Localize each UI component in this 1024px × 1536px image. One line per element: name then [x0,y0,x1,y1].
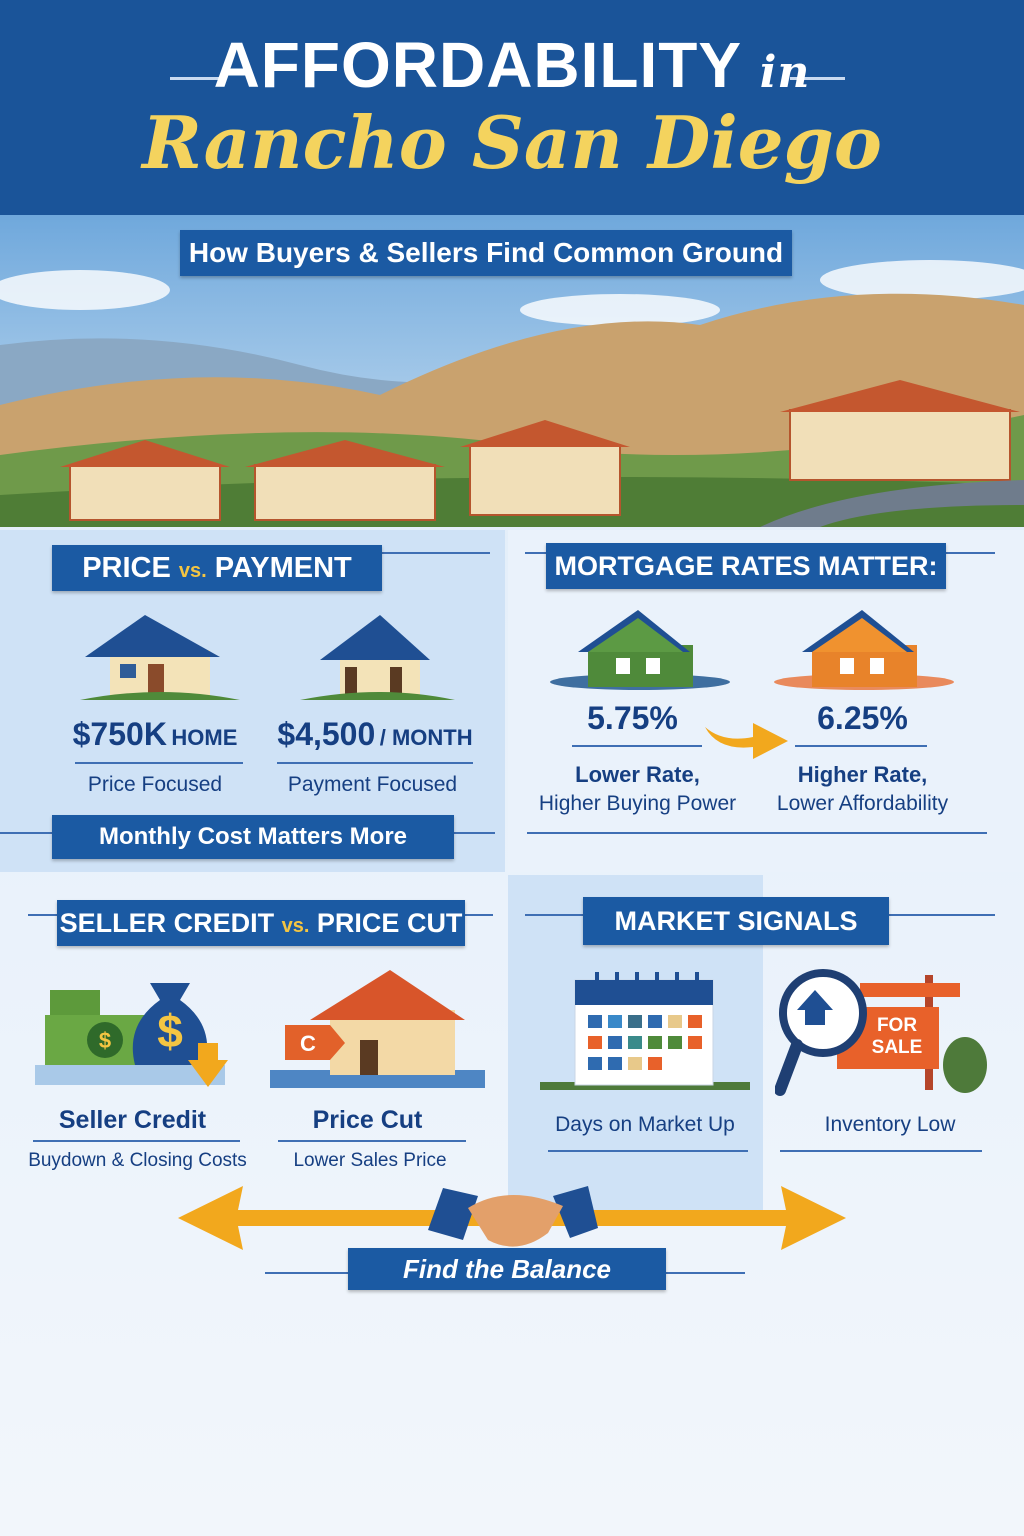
arrow-right-icon [705,723,788,759]
higher-rate-sub: Lower Affordability [776,792,949,815]
section-title: SELLER CREDIT vs. PRICE CUT [57,900,465,946]
calendar-icon [540,972,750,1090]
divider [33,1140,240,1142]
svg-text:$: $ [99,1028,111,1053]
seller-credit-sub: Buydown & Closing Costs [28,1150,247,1171]
lower-rate-label: Lower Rate, [575,762,700,787]
landscape-illustration [0,215,1024,527]
divider [527,832,987,834]
money-bag-icon: $ $ [35,983,228,1087]
price-focused-label: Price Focused [87,773,223,796]
svg-text:$: $ [157,1005,183,1057]
section-title: PRICE vs. PAYMENT [52,545,382,591]
lower-rate-sub: Higher Buying Power [538,792,737,815]
house-icon [300,615,455,700]
lower-rate-value: 5.75% [587,700,678,736]
svg-text:C: C [300,1031,316,1056]
price-cut-label: Price Cut [312,1106,423,1134]
header [0,0,1024,220]
orange-house-icon [774,610,954,690]
inventory-label: Inventory Low [824,1113,956,1136]
page-title: AFFORDABILITY in [213,29,811,101]
section-title: MORTGAGE RATES MATTER: [546,543,946,589]
green-house-icon [550,610,730,690]
divider [780,1150,982,1152]
higher-rate-value: 6.25% [817,700,908,736]
section-title: MARKET SIGNALS [583,897,889,945]
days-on-market-label: Days on Market Up [555,1113,735,1136]
balance-arrows-handshake-icon [178,1186,846,1250]
divider [278,1140,466,1142]
divider [277,762,473,764]
for-sale-sign-text: FOR SALE [871,1015,923,1058]
price-cut-house-icon: C [270,970,485,1088]
monthly-cost-banner: Monthly Cost Matters More [52,815,454,859]
house-icon [80,615,240,700]
price-value: $750K HOME [72,716,238,752]
divider [572,745,702,747]
price-cut-sub: Lower Sales Price [293,1150,447,1171]
magnifier-for-sale-icon [775,969,987,1096]
seller-credit-label: Seller Credit [58,1106,207,1134]
subtitle-banner: How Buyers & Sellers Find Common Ground [180,230,792,276]
divider [795,745,927,747]
higher-rate-label: Higher Rate, [797,762,928,787]
payment-focused-label: Payment Focused [287,773,458,796]
payment-value: $4,500 / MONTH [277,716,473,752]
find-balance-banner: Find the Balance [348,1248,666,1290]
divider [790,77,845,80]
page-title-script: Rancho San Diego [142,100,882,185]
divider [548,1150,748,1152]
divider [170,77,225,80]
divider [75,762,243,764]
divider [380,552,490,554]
